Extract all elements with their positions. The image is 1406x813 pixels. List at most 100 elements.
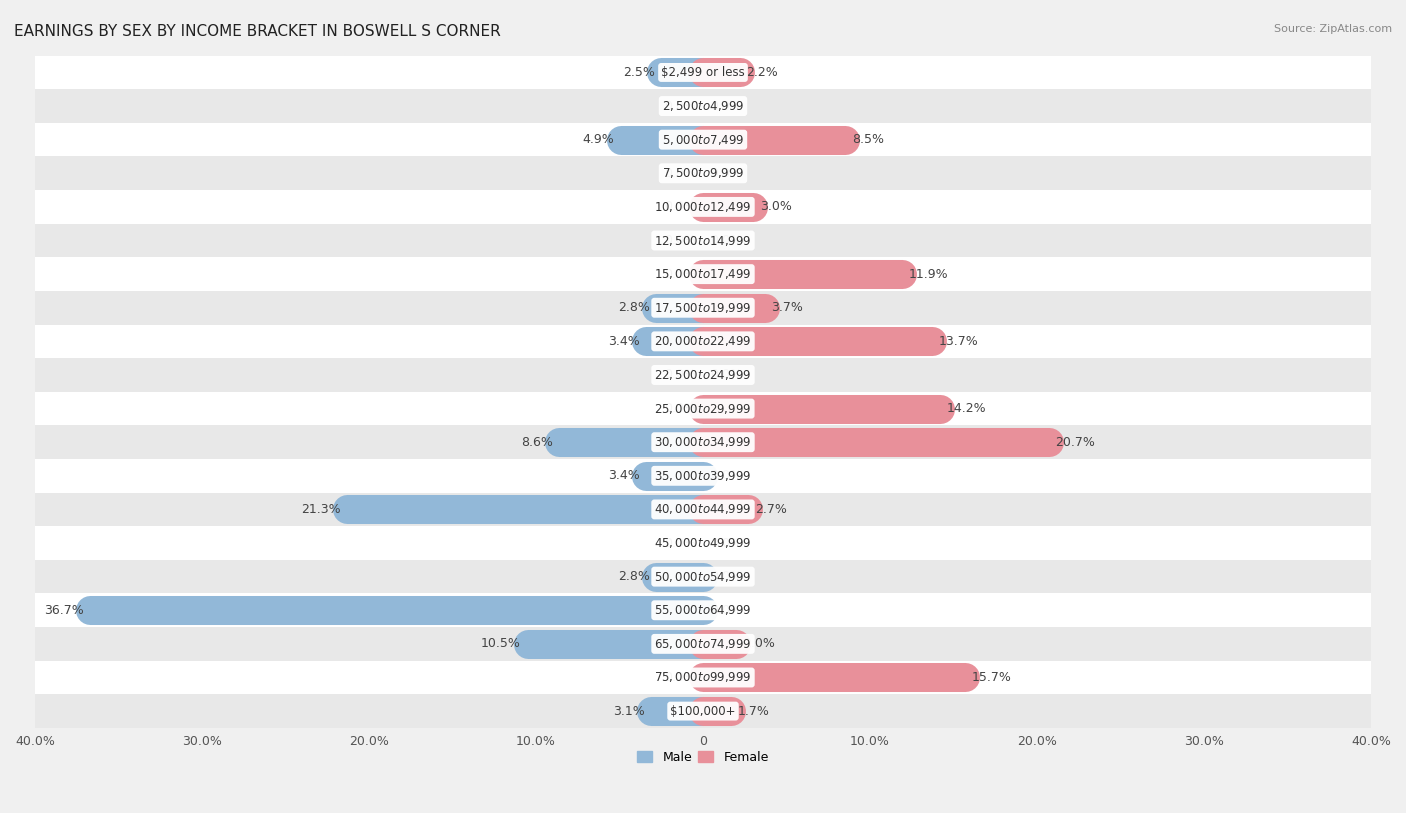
Text: 8.6%: 8.6% xyxy=(520,436,553,449)
Text: $22,500 to $24,999: $22,500 to $24,999 xyxy=(654,368,752,382)
Text: 0.0%: 0.0% xyxy=(664,99,696,112)
Text: 0.0%: 0.0% xyxy=(664,671,696,684)
Bar xyxy=(703,668,965,687)
Text: 0.0%: 0.0% xyxy=(710,99,742,112)
Bar xyxy=(703,500,748,519)
Text: 2.0%: 2.0% xyxy=(744,637,775,650)
Text: 0.0%: 0.0% xyxy=(664,537,696,550)
Bar xyxy=(703,265,901,284)
Text: 3.0%: 3.0% xyxy=(759,201,792,213)
Text: 0.0%: 0.0% xyxy=(710,570,742,583)
Bar xyxy=(560,433,703,451)
Text: 11.9%: 11.9% xyxy=(908,267,948,280)
Text: 0.0%: 0.0% xyxy=(710,368,742,381)
Text: 2.2%: 2.2% xyxy=(747,66,778,79)
Text: $20,000 to $22,499: $20,000 to $22,499 xyxy=(654,334,752,348)
Text: 2.5%: 2.5% xyxy=(623,66,655,79)
Bar xyxy=(35,89,1371,123)
Bar xyxy=(35,560,1371,593)
Text: 0.0%: 0.0% xyxy=(710,469,742,482)
Bar xyxy=(35,627,1371,661)
Text: $2,500 to $4,999: $2,500 to $4,999 xyxy=(662,99,744,113)
Text: $100,000+: $100,000+ xyxy=(671,705,735,718)
Bar xyxy=(527,635,703,653)
Bar xyxy=(647,333,703,350)
Text: $30,000 to $34,999: $30,000 to $34,999 xyxy=(654,435,752,450)
Text: 3.1%: 3.1% xyxy=(613,705,644,718)
Bar xyxy=(657,567,703,586)
Bar xyxy=(347,500,703,519)
Bar xyxy=(651,702,703,720)
Text: $45,000 to $49,999: $45,000 to $49,999 xyxy=(654,536,752,550)
Text: Source: ZipAtlas.com: Source: ZipAtlas.com xyxy=(1274,24,1392,34)
Bar xyxy=(35,526,1371,560)
Text: 13.7%: 13.7% xyxy=(938,335,979,348)
Text: 0.0%: 0.0% xyxy=(710,234,742,247)
Bar xyxy=(35,459,1371,493)
Bar xyxy=(35,593,1371,627)
Bar xyxy=(703,333,932,350)
Text: 3.4%: 3.4% xyxy=(607,469,640,482)
Bar xyxy=(35,359,1371,392)
Bar xyxy=(35,156,1371,190)
Text: 0.0%: 0.0% xyxy=(710,167,742,180)
Text: 2.8%: 2.8% xyxy=(617,570,650,583)
Text: 2.7%: 2.7% xyxy=(755,503,786,516)
Bar xyxy=(35,694,1371,728)
Text: 4.9%: 4.9% xyxy=(582,133,614,146)
Legend: Male, Female: Male, Female xyxy=(633,746,773,769)
Bar xyxy=(703,63,740,81)
Text: 0.0%: 0.0% xyxy=(664,201,696,213)
Text: $55,000 to $64,999: $55,000 to $64,999 xyxy=(654,603,752,617)
Bar xyxy=(35,661,1371,694)
Text: $65,000 to $74,999: $65,000 to $74,999 xyxy=(654,637,752,651)
Bar xyxy=(35,190,1371,224)
Bar xyxy=(35,123,1371,156)
Bar xyxy=(703,702,731,720)
Text: 8.5%: 8.5% xyxy=(852,133,883,146)
Text: 0.0%: 0.0% xyxy=(710,604,742,617)
Text: 0.0%: 0.0% xyxy=(710,537,742,550)
Bar xyxy=(35,55,1371,89)
Text: $2,499 or less: $2,499 or less xyxy=(661,66,745,79)
Bar xyxy=(703,433,1049,451)
Bar xyxy=(35,324,1371,359)
Text: $75,000 to $99,999: $75,000 to $99,999 xyxy=(654,671,752,685)
Bar xyxy=(661,63,703,81)
Text: 15.7%: 15.7% xyxy=(972,671,1012,684)
Bar xyxy=(703,399,941,418)
Text: 36.7%: 36.7% xyxy=(44,604,83,617)
Bar xyxy=(657,298,703,317)
Text: 2.8%: 2.8% xyxy=(617,302,650,315)
Text: 0.0%: 0.0% xyxy=(664,167,696,180)
Bar xyxy=(35,291,1371,324)
Text: 0.0%: 0.0% xyxy=(664,368,696,381)
Bar xyxy=(621,130,703,149)
Text: $25,000 to $29,999: $25,000 to $29,999 xyxy=(654,402,752,415)
Bar xyxy=(35,224,1371,258)
Text: $10,000 to $12,499: $10,000 to $12,499 xyxy=(654,200,752,214)
Bar xyxy=(703,298,765,317)
Text: 21.3%: 21.3% xyxy=(301,503,340,516)
Text: 10.5%: 10.5% xyxy=(481,637,522,650)
Text: 3.7%: 3.7% xyxy=(772,302,803,315)
Bar xyxy=(35,258,1371,291)
Text: 0.0%: 0.0% xyxy=(664,234,696,247)
Text: $15,000 to $17,499: $15,000 to $17,499 xyxy=(654,267,752,281)
Text: 1.7%: 1.7% xyxy=(738,705,770,718)
Text: EARNINGS BY SEX BY INCOME BRACKET IN BOSWELL S CORNER: EARNINGS BY SEX BY INCOME BRACKET IN BOS… xyxy=(14,24,501,39)
Bar xyxy=(703,635,737,653)
Text: $5,000 to $7,499: $5,000 to $7,499 xyxy=(662,133,744,146)
Bar xyxy=(35,392,1371,425)
Text: $35,000 to $39,999: $35,000 to $39,999 xyxy=(654,469,752,483)
Text: $17,500 to $19,999: $17,500 to $19,999 xyxy=(654,301,752,315)
Bar xyxy=(703,198,754,216)
Text: 20.7%: 20.7% xyxy=(1056,436,1095,449)
Text: $50,000 to $54,999: $50,000 to $54,999 xyxy=(654,570,752,584)
Bar xyxy=(90,601,703,620)
Text: 0.0%: 0.0% xyxy=(664,267,696,280)
Bar xyxy=(35,493,1371,526)
Text: 0.0%: 0.0% xyxy=(664,402,696,415)
Bar xyxy=(35,425,1371,459)
Text: 3.4%: 3.4% xyxy=(607,335,640,348)
